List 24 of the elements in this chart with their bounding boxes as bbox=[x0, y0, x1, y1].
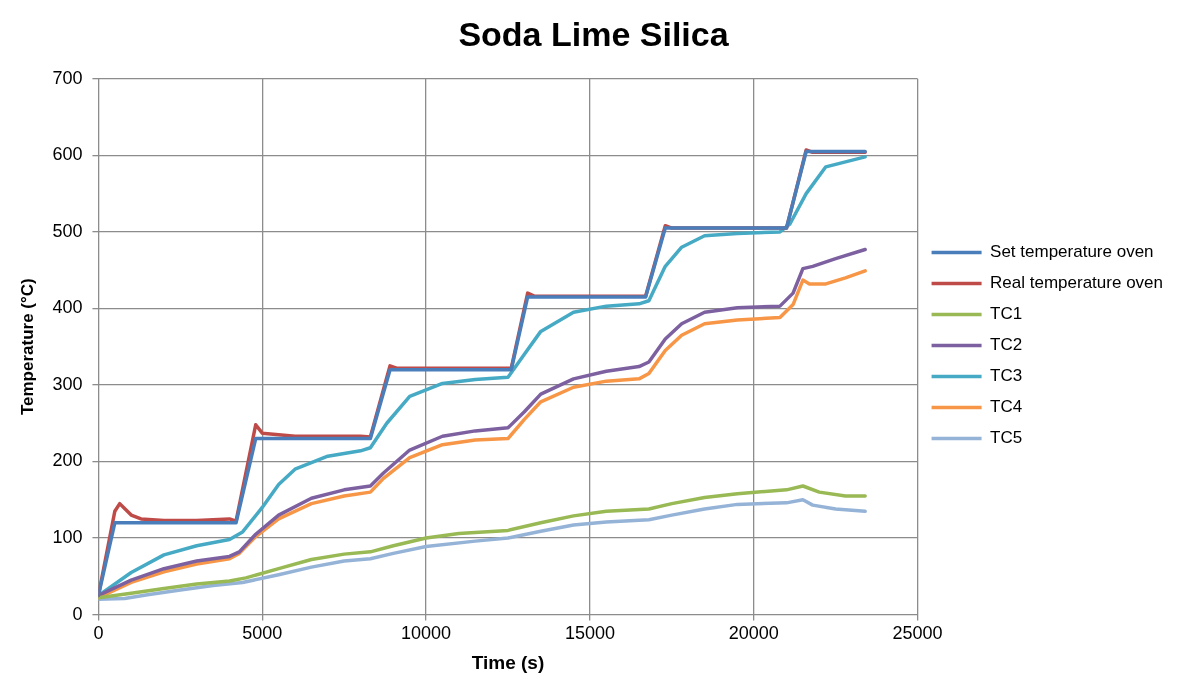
x-tick-label: 0 bbox=[93, 623, 104, 644]
x-tick-label: 10000 bbox=[401, 623, 452, 644]
x-tick-label: 25000 bbox=[892, 623, 943, 644]
y-tick-label: 100 bbox=[52, 527, 83, 548]
legend-label: TC4 bbox=[990, 397, 1023, 417]
x-axis-title: Time (s) bbox=[471, 651, 545, 673]
legend-label: TC2 bbox=[990, 335, 1023, 355]
legend-label: Set temperature oven bbox=[990, 242, 1154, 262]
legend-label: Real temperature oven bbox=[990, 273, 1164, 293]
x-tick-label: 20000 bbox=[728, 623, 779, 644]
y-tick-label: 400 bbox=[52, 297, 83, 318]
legend-label: TC1 bbox=[990, 304, 1023, 324]
y-tick-label: 500 bbox=[52, 220, 83, 241]
legend-label: TC3 bbox=[990, 366, 1023, 386]
y-tick-label: 700 bbox=[52, 67, 83, 88]
legend-label: TC5 bbox=[990, 428, 1023, 448]
y-tick-label: 600 bbox=[52, 144, 83, 165]
y-tick-label: 300 bbox=[52, 373, 83, 394]
y-tick-label: 200 bbox=[52, 450, 83, 471]
chart-title: Soda Lime Silica bbox=[458, 14, 730, 53]
x-tick-label: 5000 bbox=[242, 623, 283, 644]
y-axis-title: Temperature (°C) bbox=[17, 278, 37, 416]
x-tick-label: 15000 bbox=[564, 623, 615, 644]
y-tick-label: 0 bbox=[72, 603, 83, 624]
